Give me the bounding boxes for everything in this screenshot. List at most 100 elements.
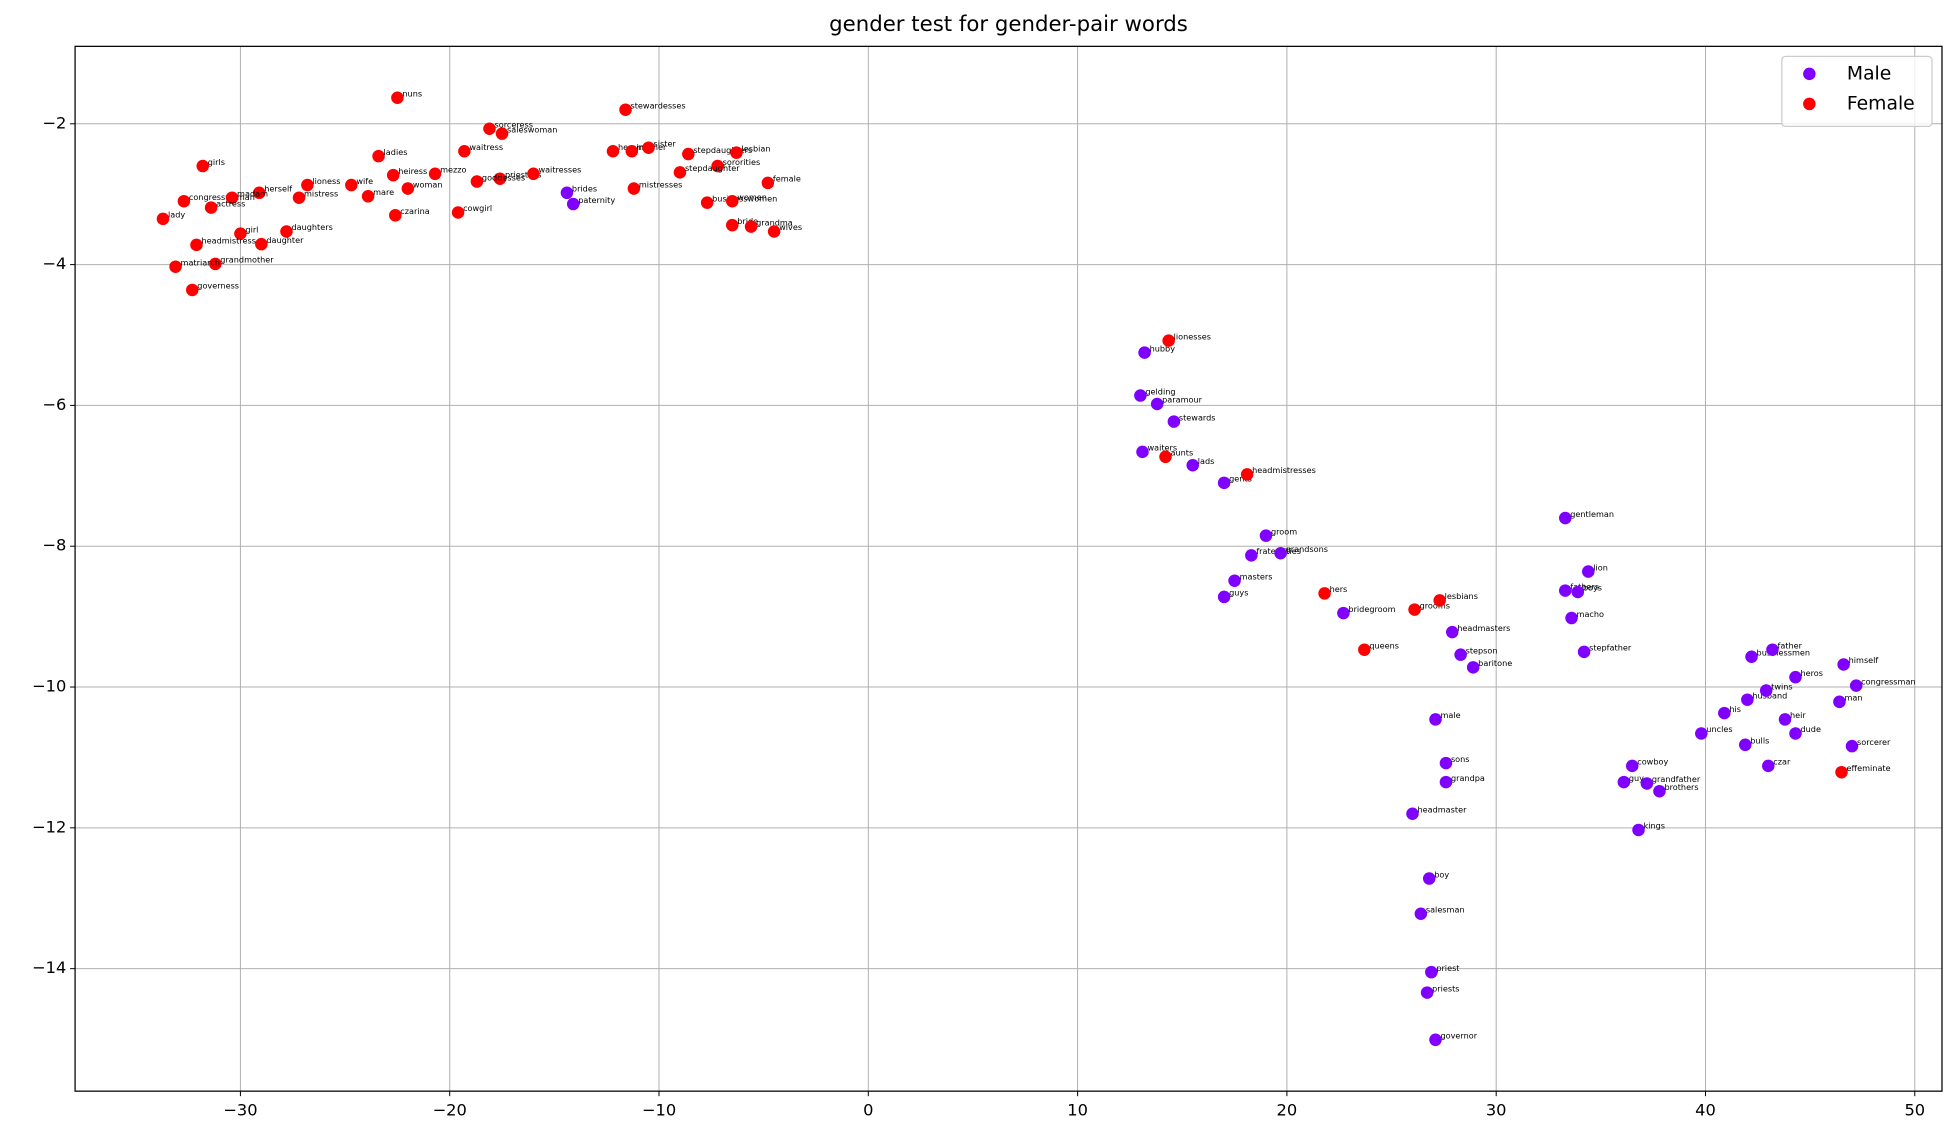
point — [190, 238, 203, 252]
point-label: businesswomen — [712, 193, 777, 203]
point — [1718, 706, 1731, 720]
point — [1617, 775, 1631, 789]
point — [1454, 648, 1467, 661]
point-label: stewardesses — [631, 100, 686, 110]
point-label: queens — [1369, 640, 1399, 650]
point — [1138, 346, 1151, 359]
point — [1429, 713, 1442, 726]
point — [1358, 643, 1371, 656]
point — [1420, 986, 1434, 999]
point — [726, 218, 739, 232]
point-label: boys — [1583, 583, 1602, 593]
point-label: dude — [1800, 724, 1820, 734]
point — [458, 144, 471, 158]
y-tick-label: −4 — [42, 254, 66, 273]
point — [1259, 529, 1273, 542]
point-label: mezzo — [440, 165, 466, 175]
point — [1433, 594, 1446, 607]
point-label: effeminate — [1847, 763, 1891, 773]
point — [625, 144, 639, 158]
point — [1833, 695, 1846, 709]
point-label: boy — [1434, 869, 1449, 879]
point-label: nuns — [402, 88, 422, 98]
point-label: hers — [1330, 584, 1348, 594]
x-tick-label: 10 — [1067, 1101, 1088, 1120]
point — [225, 191, 239, 204]
point — [1167, 415, 1181, 428]
point — [292, 191, 306, 204]
legend-label: Male — [1847, 63, 1891, 84]
point — [177, 194, 191, 208]
point-label: brothers — [1664, 782, 1698, 792]
point-label: macho — [1577, 609, 1605, 619]
point-label: lesbian — [741, 143, 770, 153]
point — [711, 159, 724, 173]
point-label: priests — [1432, 983, 1459, 993]
point — [566, 197, 580, 211]
point-label: grandsons — [1286, 544, 1328, 554]
point — [1228, 574, 1241, 587]
point — [1762, 759, 1775, 773]
y-tick-label: −6 — [42, 395, 66, 414]
point — [1835, 765, 1848, 779]
point-label: waitresses — [538, 165, 581, 175]
point-label: guys — [1229, 588, 1248, 598]
point — [1778, 713, 1792, 726]
point-label: gentleman — [1570, 509, 1614, 519]
point-label: aunts — [1171, 448, 1194, 458]
point-label: wife — [356, 176, 373, 186]
point — [391, 91, 404, 104]
point — [1789, 727, 1802, 740]
point — [1406, 807, 1419, 821]
point-label: herself — [264, 184, 293, 194]
point — [301, 178, 314, 192]
point-label: headmistresses — [1252, 465, 1316, 475]
point-label: governess — [197, 281, 239, 291]
x-tick-label: 0 — [863, 1101, 873, 1120]
point-label: stepdaughter — [685, 163, 740, 173]
point — [401, 182, 415, 195]
point — [1745, 650, 1758, 664]
point — [1439, 756, 1453, 770]
x-tick-label: −10 — [642, 1101, 676, 1120]
point — [1186, 458, 1199, 472]
point-label: twins — [1771, 681, 1792, 691]
point — [1439, 775, 1453, 789]
point-label: mistresses — [639, 179, 682, 189]
point — [1422, 872, 1436, 885]
point-label: baritone — [1478, 658, 1512, 668]
point-label: groom — [1271, 526, 1297, 536]
point — [1318, 587, 1331, 600]
point — [619, 103, 632, 116]
point — [642, 141, 655, 154]
point — [1217, 590, 1231, 604]
point-label: matriarch — [181, 257, 220, 267]
point-label: saleswoman — [507, 124, 557, 134]
point — [1150, 397, 1164, 411]
point — [1240, 468, 1254, 481]
point-label: sorcerer — [1857, 737, 1891, 747]
point-label: governor — [1441, 1031, 1478, 1041]
point-label: paternity — [578, 195, 615, 205]
chart-title: gender test for gender-pair words — [829, 12, 1188, 37]
point-label: priestess — [505, 169, 542, 179]
point-label: madam — [237, 188, 268, 198]
point — [1789, 670, 1802, 684]
y-tick-label: −14 — [32, 958, 66, 977]
point-label: congresswoman — [189, 192, 255, 202]
point-label: grandfather — [1652, 774, 1701, 784]
point-label: lesbians — [1445, 591, 1478, 601]
point-label: salesman — [1426, 904, 1465, 914]
point-label: himself — [1849, 655, 1880, 665]
point-label: woman — [413, 179, 443, 189]
point-label: mistress — [304, 188, 338, 198]
point-label: lion — [1593, 562, 1608, 572]
point — [1159, 450, 1172, 464]
y-tick-label: −8 — [42, 536, 66, 555]
point-label: guy — [1629, 773, 1644, 783]
y-tick-label: −10 — [32, 677, 66, 696]
point-label: heiress — [398, 166, 427, 176]
point-label: female — [773, 174, 801, 184]
point — [1695, 727, 1708, 740]
